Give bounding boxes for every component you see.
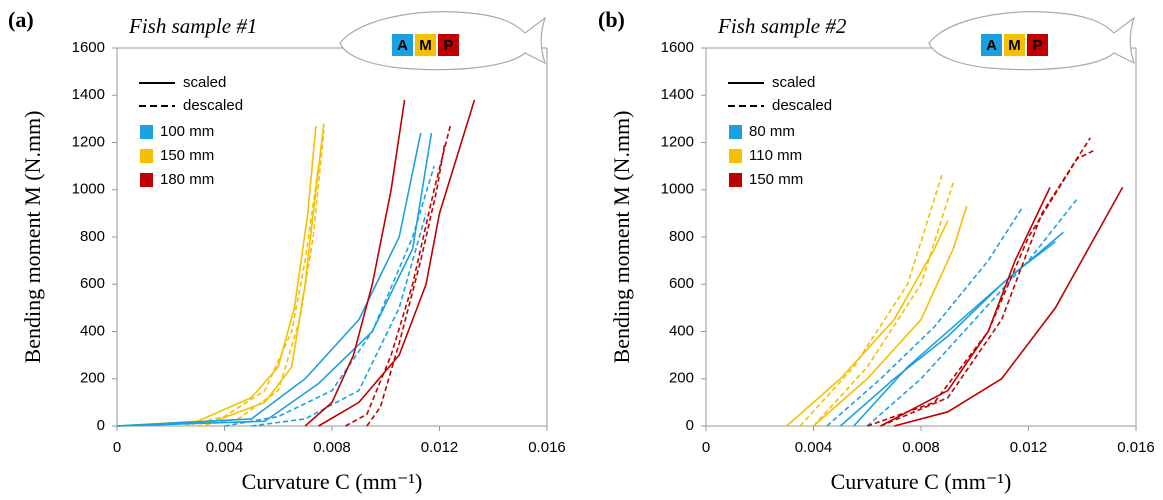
legend-label: 80 mm — [749, 123, 795, 140]
region-label: A — [397, 37, 408, 54]
region-box — [1004, 34, 1025, 56]
data-line — [197, 130, 325, 427]
data-line — [853, 241, 1056, 427]
legend-swatch — [729, 173, 742, 187]
y-axis-label: Bending moment M (N.mm) — [609, 111, 634, 364]
legend-label: 100 mm — [160, 123, 214, 140]
legend-label: 150 mm — [160, 147, 214, 164]
y-tick-label: 1200 — [661, 133, 694, 150]
legend-swatch — [140, 125, 153, 139]
y-tick-label: 1600 — [661, 39, 694, 56]
data-line — [116, 132, 433, 427]
region-label: P — [443, 37, 453, 54]
y-tick-label: 800 — [669, 228, 694, 245]
panel-title: Fish sample #2 — [717, 14, 847, 38]
legend-swatch — [729, 125, 742, 139]
x-axis-label: Curvature C (mm⁻¹) — [831, 469, 1012, 494]
y-tick-label: 400 — [669, 322, 694, 339]
legend-label: 180 mm — [160, 171, 214, 188]
data-line — [184, 166, 320, 427]
data-line — [251, 213, 427, 427]
data-line — [345, 125, 452, 427]
y-tick-label: 1400 — [72, 86, 105, 103]
x-axis-label: Curvature C (mm⁻¹) — [242, 469, 423, 494]
legend-label: 110 mm — [749, 147, 802, 164]
legend-label: 150 mm — [749, 171, 803, 188]
data-line — [866, 198, 1078, 427]
data-line — [116, 123, 325, 427]
data-line — [893, 187, 1124, 427]
y-tick-label: 1200 — [72, 133, 105, 150]
data-line — [799, 172, 944, 427]
legend-label: descaled — [772, 97, 832, 114]
panel-label: (b) — [598, 7, 625, 32]
y-tick-label: 1400 — [661, 86, 694, 103]
y-tick-label: 800 — [80, 228, 105, 245]
region-box — [981, 34, 1002, 56]
x-tick-label: 0.004 — [206, 439, 244, 456]
data-line — [880, 137, 1091, 427]
data-line — [866, 148, 1097, 427]
x-tick-label: 0.016 — [528, 439, 566, 456]
data-line — [366, 142, 446, 427]
legend-label: descaled — [183, 97, 243, 114]
data-line — [786, 220, 949, 427]
x-tick-label: 0.008 — [902, 439, 940, 456]
y-tick-label: 600 — [80, 275, 105, 292]
y-tick-label: 200 — [669, 370, 694, 387]
legend-swatch — [140, 149, 153, 163]
y-tick-label: 400 — [80, 322, 105, 339]
x-tick-label: 0.008 — [313, 439, 351, 456]
y-tick-label: 1000 — [661, 181, 694, 198]
x-tick-label: 0.012 — [1010, 439, 1048, 456]
y-tick-label: 600 — [669, 275, 694, 292]
y-tick-label: 1600 — [72, 39, 105, 56]
data-line — [880, 187, 1051, 427]
legend-swatch — [729, 149, 742, 163]
y-tick-label: 0 — [97, 417, 105, 434]
panel-label: (a) — [8, 7, 34, 32]
data-line — [224, 165, 435, 427]
data-line — [318, 99, 476, 427]
data-line — [812, 182, 955, 427]
x-tick-label: 0.004 — [795, 439, 833, 456]
legend-label: scaled — [183, 74, 226, 91]
legend-label: scaled — [772, 74, 815, 91]
y-tick-label: 200 — [80, 370, 105, 387]
x-tick-label: 0.012 — [421, 439, 459, 456]
region-label: M — [1008, 37, 1021, 54]
data-line — [304, 99, 406, 427]
data-line — [826, 205, 1024, 427]
x-tick-label: 0.016 — [1117, 439, 1155, 456]
y-axis-label: Bending moment M (N.mm) — [20, 111, 45, 364]
data-line — [116, 125, 317, 427]
y-tick-label: 1000 — [72, 181, 105, 198]
x-tick-label: 0 — [702, 439, 710, 456]
region-label: M — [419, 37, 432, 54]
panel-title: Fish sample #1 — [128, 14, 257, 38]
legend-swatch — [140, 173, 153, 187]
x-tick-label: 0 — [113, 439, 121, 456]
region-label: P — [1032, 37, 1042, 54]
region-box — [438, 34, 459, 56]
region-box — [1027, 34, 1048, 56]
data-line — [812, 206, 968, 427]
region-box — [392, 34, 413, 56]
region-box — [415, 34, 436, 56]
data-line — [116, 132, 422, 427]
region-label: A — [986, 37, 997, 54]
y-tick-label: 0 — [686, 417, 694, 434]
